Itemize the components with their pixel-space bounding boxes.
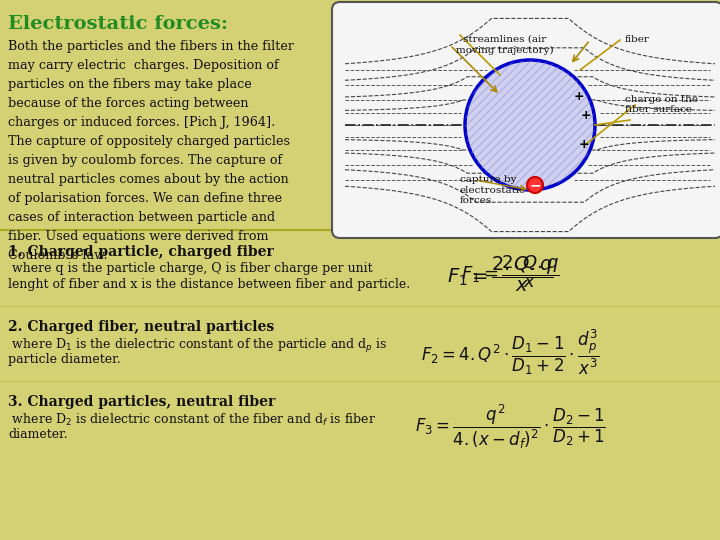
Text: streamlines (air
moving trajectory): streamlines (air moving trajectory) <box>456 35 554 55</box>
Text: charges or induced forces. [Pich J, 1964].: charges or induced forces. [Pich J, 1964… <box>8 116 275 129</box>
Text: may carry electric  charges. Deposition of: may carry electric charges. Deposition o… <box>8 59 279 72</box>
Text: $F_3 = \dfrac{q^2}{4.(x - d_f)^2} \cdot \dfrac{D_2 - 1}{D_2 + 1}$: $F_3 = \dfrac{q^2}{4.(x - d_f)^2} \cdot … <box>415 403 606 451</box>
Text: 1. Charged particle, charged fiber: 1. Charged particle, charged fiber <box>8 245 274 259</box>
Text: particle diameter.: particle diameter. <box>8 353 121 366</box>
Text: where D$_1$ is the dielectric constant of the particle and d$_p$ is: where D$_1$ is the dielectric constant o… <box>8 337 387 355</box>
Text: +: + <box>578 138 589 151</box>
Text: capture by
electrostatic
forces: capture by electrostatic forces <box>460 175 526 205</box>
Text: fiber. Used equations were derived from: fiber. Used equations were derived from <box>8 230 269 243</box>
Text: neutral particles comes about by the action: neutral particles comes about by the act… <box>8 173 289 186</box>
FancyBboxPatch shape <box>332 2 720 238</box>
Text: diameter.: diameter. <box>8 428 68 441</box>
Text: +: + <box>581 109 591 122</box>
Text: because of the forces acting between: because of the forces acting between <box>8 97 248 110</box>
Text: $F_1 = \dfrac{2.Q.q}{x}$: $F_1 = \dfrac{2.Q.q}{x}$ <box>461 253 559 289</box>
Text: Coulomb´s law.: Coulomb´s law. <box>8 249 107 262</box>
Text: where D$_2$ is dielectric constant of the fiber and d$_f$ is fiber: where D$_2$ is dielectric constant of th… <box>8 412 376 428</box>
Text: Both the particles and the fibers in the filter: Both the particles and the fibers in the… <box>8 40 294 53</box>
Text: fiber: fiber <box>625 35 650 44</box>
Text: of polarisation forces. We can define three: of polarisation forces. We can define th… <box>8 192 282 205</box>
Circle shape <box>527 177 543 193</box>
Text: lenght of fiber and x is the distance between fiber and particle.: lenght of fiber and x is the distance be… <box>8 278 410 291</box>
Text: charge on the
fiber surface: charge on the fiber surface <box>625 95 698 114</box>
Text: where q is the particle charge, Q is fiber charge per unit: where q is the particle charge, Q is fib… <box>8 262 373 275</box>
Text: +: + <box>574 90 585 103</box>
Text: cases of interaction between particle and: cases of interaction between particle an… <box>8 211 275 224</box>
Text: is given by coulomb forces. The capture of: is given by coulomb forces. The capture … <box>8 154 282 167</box>
Text: 2. Charged fiber, neutral particles: 2. Charged fiber, neutral particles <box>8 320 274 334</box>
Text: Electrostatic forces:: Electrostatic forces: <box>8 15 228 33</box>
Text: The capture of oppositely charged particles: The capture of oppositely charged partic… <box>8 135 290 148</box>
Circle shape <box>465 60 595 190</box>
Text: $F_2 = 4.Q^2 \cdot \dfrac{D_1 - 1}{D_1 + 2} \cdot \dfrac{d_p^3}{x^3}$: $F_2 = 4.Q^2 \cdot \dfrac{D_1 - 1}{D_1 +… <box>420 328 599 377</box>
Text: 3. Charged particles, neutral fiber: 3. Charged particles, neutral fiber <box>8 395 275 409</box>
Text: −: − <box>529 178 541 192</box>
Text: particles on the fibers may take place: particles on the fibers may take place <box>8 78 252 91</box>
Text: $F_1 = \dfrac{2.Q.q}{x}$: $F_1 = \dfrac{2.Q.q}{x}$ <box>446 255 553 294</box>
